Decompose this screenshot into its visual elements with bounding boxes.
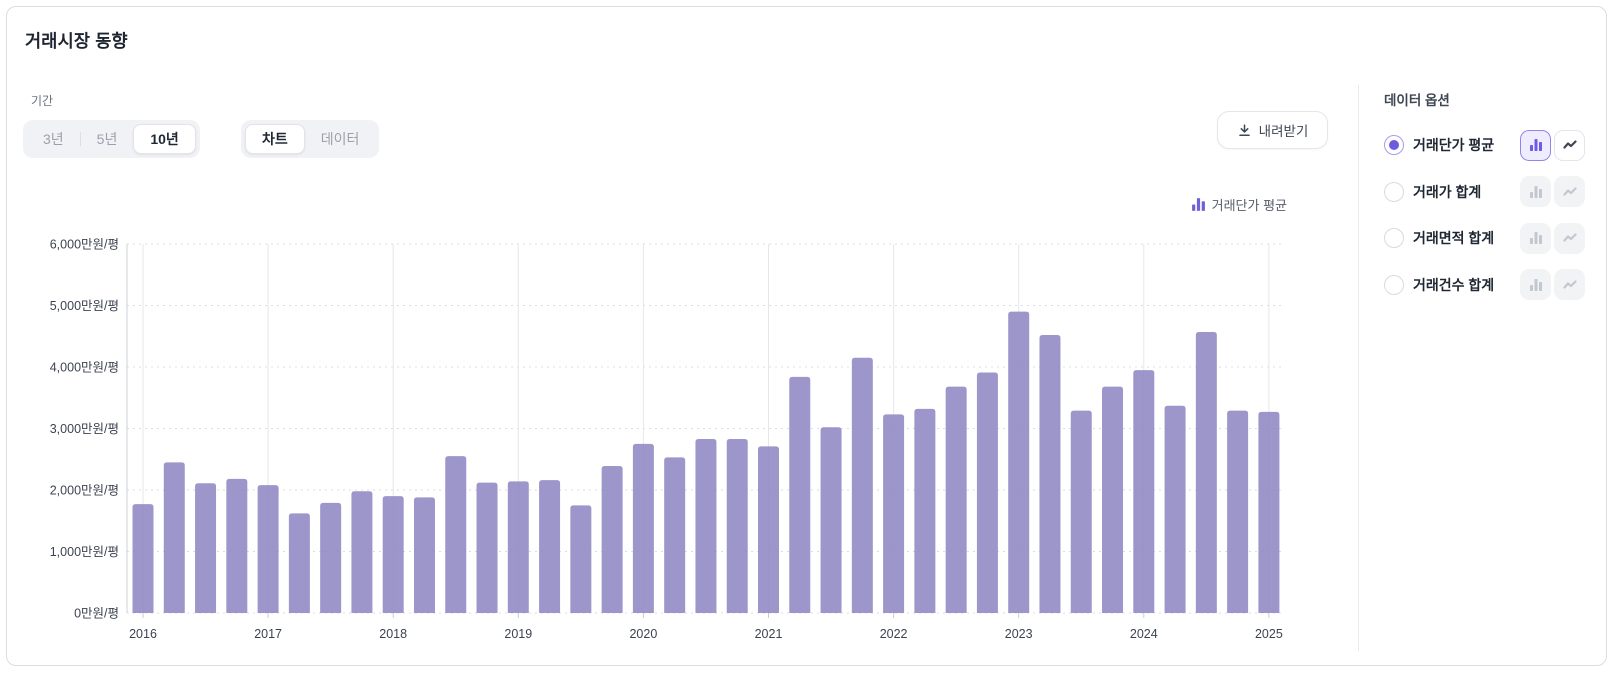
svg-text:2025: 2025 bbox=[1255, 627, 1283, 641]
market-trend-card: 거래시장 동향 기간 3년 5년 10년 차트 데이터 내려받기 거래단가 평균 0만… bbox=[6, 6, 1607, 666]
line-chart-toggle-button[interactable] bbox=[1554, 129, 1585, 161]
sidebar-divider bbox=[1358, 85, 1359, 651]
view-option-0[interactable]: 차트 bbox=[245, 124, 305, 154]
svg-text:1,000만원/평: 1,000만원/평 bbox=[50, 545, 119, 559]
svg-text:3,000만원/평: 3,000만원/평 bbox=[50, 422, 119, 436]
svg-text:2019: 2019 bbox=[504, 627, 532, 641]
radio-button[interactable] bbox=[1384, 274, 1404, 295]
radio-dot bbox=[1389, 280, 1399, 290]
bar-chart-toggle-button[interactable] bbox=[1520, 269, 1551, 300]
page-title: 거래시장 동향 bbox=[25, 31, 128, 51]
legend-label: 거래단가 평균 bbox=[1211, 198, 1287, 213]
segment-divider bbox=[79, 132, 81, 146]
data-option-label: 거래건수 합계 bbox=[1413, 276, 1495, 293]
svg-text:2018: 2018 bbox=[379, 627, 407, 641]
svg-text:2022: 2022 bbox=[880, 627, 908, 641]
chart-type-button-pair bbox=[1520, 129, 1585, 161]
line-chart-toggle-button[interactable] bbox=[1554, 176, 1585, 207]
line-chart-toggle-button[interactable] bbox=[1554, 222, 1585, 254]
data-options-title: 데이터 옵션 bbox=[1384, 93, 1450, 108]
data-option-label: 거래면적 합계 bbox=[1413, 230, 1495, 246]
svg-text:2,000만원/평: 2,000만원/평 bbox=[50, 484, 119, 498]
bar-chart-icon bbox=[1191, 198, 1205, 211]
radio-button[interactable] bbox=[1384, 135, 1404, 155]
radio-button[interactable] bbox=[1384, 181, 1404, 202]
data-option-row: 거래가 합계 bbox=[1384, 174, 1594, 210]
svg-text:2020: 2020 bbox=[629, 627, 657, 641]
bar-chart-toggle-button[interactable] bbox=[1520, 129, 1551, 161]
data-option-row: 거래단가 평균 bbox=[1384, 127, 1594, 163]
period-option-2[interactable]: 10년 bbox=[133, 124, 196, 154]
chart-type-button-pair bbox=[1520, 269, 1585, 300]
svg-text:6,000만원/평: 6,000만원/평 bbox=[50, 238, 119, 252]
download-icon bbox=[1238, 123, 1250, 136]
download-label: 내려받기 bbox=[1258, 124, 1309, 139]
data-option-label: 거래가 합계 bbox=[1413, 183, 1482, 200]
bar-chart-toggle-button[interactable] bbox=[1520, 176, 1551, 207]
period-option-0[interactable]: 3년 bbox=[27, 124, 80, 154]
data-option-row: 거래건수 합계 bbox=[1384, 267, 1594, 303]
svg-text:2021: 2021 bbox=[755, 627, 783, 641]
period-option-1[interactable]: 5년 bbox=[81, 124, 134, 154]
period-label: 기간 bbox=[31, 94, 54, 108]
data-option-label: 거래단가 평균 bbox=[1413, 137, 1495, 153]
download-button[interactable]: 내려받기 bbox=[1217, 111, 1328, 149]
chart-type-button-pair bbox=[1520, 176, 1585, 207]
svg-text:2016: 2016 bbox=[129, 627, 157, 641]
line-chart-toggle-button[interactable] bbox=[1554, 269, 1585, 300]
svg-text:2017: 2017 bbox=[254, 627, 282, 641]
svg-text:4,000만원/평: 4,000만원/평 bbox=[50, 361, 119, 375]
radio-button[interactable] bbox=[1384, 228, 1404, 248]
chart-type-button-pair bbox=[1520, 222, 1585, 254]
bar-chart: 0만원/평 1,000만원/평 2,000만원/평 3,000만원/평 4,000만원/… bbox=[50, 238, 1284, 641]
radio-dot bbox=[1389, 187, 1399, 197]
svg-text:0만원/평: 0만원/평 bbox=[74, 607, 119, 621]
radio-dot bbox=[1389, 233, 1399, 243]
chart-legend: 거래단가 평균 bbox=[1177, 195, 1287, 214]
svg-text:2024: 2024 bbox=[1130, 627, 1158, 641]
view-option-1[interactable]: 데이터 bbox=[305, 124, 376, 154]
svg-text:5,000만원/평: 5,000만원/평 bbox=[50, 299, 119, 313]
data-option-row: 거래면적 합계 bbox=[1384, 220, 1594, 256]
svg-text:2023: 2023 bbox=[1005, 627, 1033, 641]
view-segmented-control: 차트 데이터 bbox=[241, 120, 380, 158]
radio-dot bbox=[1389, 140, 1399, 150]
bar-chart-toggle-button[interactable] bbox=[1520, 222, 1551, 254]
period-segmented-control: 3년 5년 10년 bbox=[23, 120, 200, 158]
